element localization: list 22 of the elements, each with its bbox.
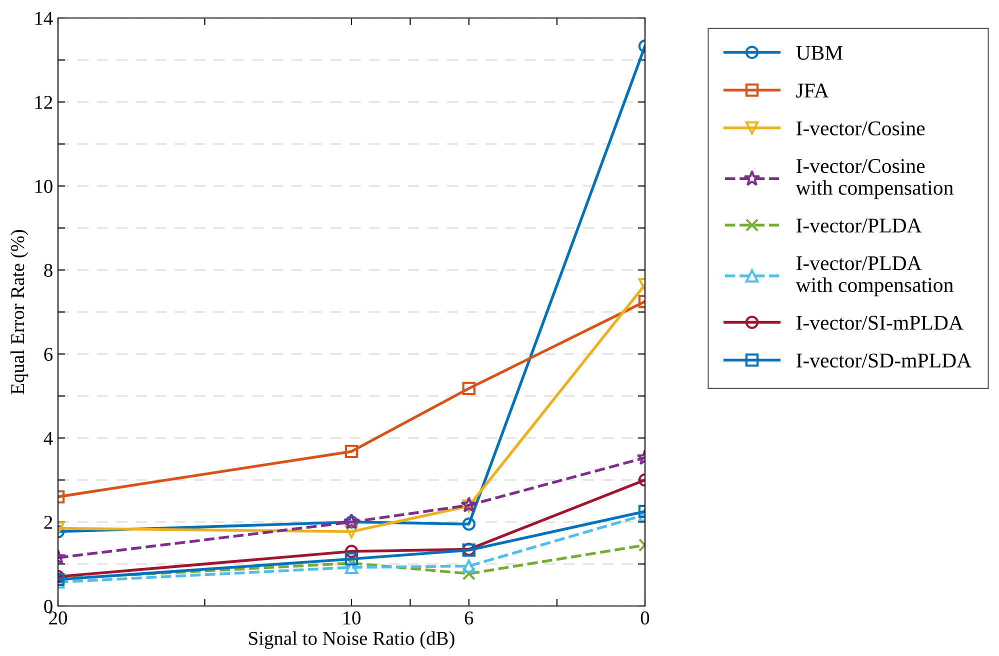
y-tick-label: 14: [35, 12, 53, 25]
legend-label: I-vector/Cosine: [796, 121, 925, 136]
y-tick-label: 12: [35, 96, 52, 109]
x-tick-label: 20: [49, 611, 67, 625]
legend-label: JFA: [796, 84, 829, 98]
y-axis-title: Equal Error Rate (%): [10, 230, 28, 394]
y-tick-label: 8: [44, 264, 52, 277]
legend-label: I-vector/PLDA with compensation: [796, 256, 954, 296]
legend-label: UBM: [796, 46, 843, 60]
x-axis-title: Signal to Noise Ratio (dB): [249, 631, 454, 649]
y-tick-label: 10: [35, 180, 52, 193]
y-tick-label: 2: [44, 516, 52, 529]
y-tick-label: 6: [44, 348, 53, 361]
x-tick-label: 0: [640, 611, 650, 625]
legend-label: I-vector/SD-mPLDA: [796, 354, 972, 368]
x-tick-label: 6: [464, 611, 474, 625]
legend-label: I-vector/Cosine with compensation: [796, 159, 954, 200]
legend-label: I-vector/SI-mPLDA: [796, 316, 964, 330]
y-tick-label: 4: [44, 432, 53, 445]
legend-label: I-vector/PLDA: [796, 218, 922, 233]
y-tick-label: 0: [44, 600, 52, 613]
x-tick-label: 10: [343, 611, 360, 625]
